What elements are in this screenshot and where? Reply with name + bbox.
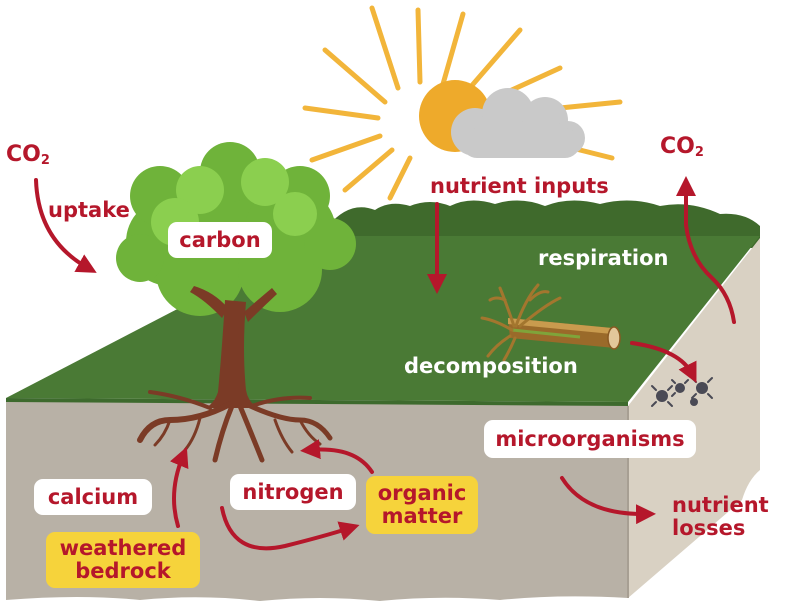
uptake-label: uptake	[48, 198, 130, 222]
decomposition-label: decomposition	[404, 354, 578, 378]
respiration-arrow	[676, 176, 736, 324]
decomposition-to-microbes-arrow	[630, 341, 697, 383]
weathered-bedrock-label: weathered bedrock	[46, 532, 200, 588]
nutrient-losses-line1: nutrient	[672, 493, 769, 517]
nutrient-losses-label: nutrient losses	[672, 493, 769, 541]
organic-matter-label: organic matter	[366, 476, 478, 534]
organic-to-roots-arrow	[300, 439, 374, 474]
fallen-log-icon	[480, 283, 621, 362]
co2-right-label: CO2	[660, 134, 704, 160]
soil-side-face	[628, 238, 760, 598]
calcium-to-roots-arrow	[169, 446, 189, 528]
organic-matter-line1: organic	[377, 481, 467, 506]
roots-to-organic-arrow	[220, 506, 360, 551]
microorganisms-label: microorganisms	[484, 420, 696, 458]
grass-surface	[6, 236, 760, 402]
co2-left-label: CO2	[6, 142, 50, 168]
nitrogen-label: nitrogen	[230, 474, 356, 510]
respiration-label: respiration	[538, 246, 669, 270]
calcium-label: calcium	[34, 479, 152, 515]
uptake-arrow	[34, 178, 97, 273]
carbon-label: carbon	[168, 222, 272, 258]
organic-matter-line2: matter	[381, 504, 463, 528]
cloud-icon	[451, 88, 585, 158]
weathered-bedrock-line1: weathered	[59, 536, 187, 561]
nutrient-inputs-label: nutrient inputs	[430, 174, 609, 198]
weathered-bedrock-line2: bedrock	[75, 559, 171, 583]
sun-icon	[302, 5, 623, 201]
nutrient-losses-arrow	[560, 476, 656, 525]
nutrient-losses-line2: losses	[672, 516, 746, 541]
